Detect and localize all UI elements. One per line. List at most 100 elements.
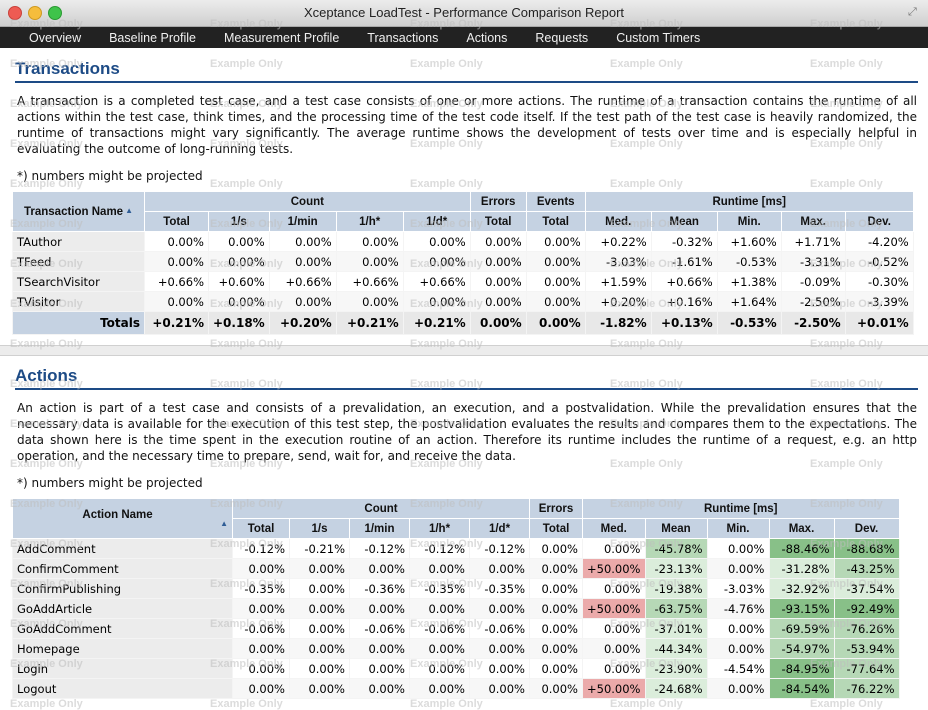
column-header[interactable]: Med. [582,518,646,539]
close-window-button[interactable] [8,6,22,20]
table-cell: -0.06% [409,618,470,639]
nav-transactions[interactable]: Transactions [367,30,439,45]
row-name[interactable]: Logout [12,678,233,699]
column-header[interactable]: Min. [716,211,782,232]
column-header[interactable]: 1/min [349,518,410,539]
column-header[interactable]: Total [469,211,527,232]
row-name[interactable]: GoAddArticle [12,598,233,619]
table-cell: +50.00% [582,678,646,699]
column-header[interactable]: 1/s [289,518,350,539]
minimize-window-button[interactable] [28,6,42,20]
table-cell: 0.00% [529,598,583,619]
report-nav: Overview Baseline Profile Measurement Prof… [0,27,928,48]
table-cell: -92.49% [833,598,900,619]
table-cell: 0.00% [232,658,290,679]
row-name[interactable]: Login [12,658,233,679]
table-cell: 0.00% [525,291,586,312]
table-cell: -0.53% [716,251,782,272]
table-row: TAuthor 0.00% 0.00% 0.00% 0.00% 0.00% 0.00% 0.0… [12,231,914,252]
zoom-window-button[interactable] [48,6,62,20]
table-cell: -31.28% [768,558,835,579]
column-header[interactable]: Mean [650,211,718,232]
table-cell: 0.00% [469,658,530,679]
row-name[interactable]: GoAddComment [12,618,233,639]
row-name[interactable]: AddComment [12,538,233,559]
table-cell: 0.00% [349,658,410,679]
row-name[interactable]: Homepage [12,638,233,659]
totals-cell: 0.00% [525,311,586,335]
row-name[interactable]: ConfirmComment [12,558,233,579]
fullscreen-icon[interactable]: ⤢ [908,5,917,18]
table-cell: +1.60% [716,231,782,252]
row-name[interactable]: TFeed [12,251,145,272]
table-cell: 0.00% [268,291,337,312]
row-name[interactable]: TVisitor [12,291,145,312]
totals-cell: 0.00% [469,311,527,335]
row-name[interactable]: TSearchVisitor [12,271,145,292]
table-cell: 0.00% [469,678,530,699]
column-header[interactable]: Total [525,211,586,232]
column-header[interactable]: Med. [584,211,652,232]
column-header[interactable]: Dev. [844,211,914,232]
table-cell: 0.00% [144,291,209,312]
column-header[interactable]: 1/d* [469,518,530,539]
table-cell: 0.00% [469,558,530,579]
table-cell: -0.52% [844,251,914,272]
table-cell: 0.00% [402,231,471,252]
table-cell: -3.03% [706,578,770,599]
row-name[interactable]: TAuthor [12,231,145,252]
table-cell: 0.00% [349,558,410,579]
totals-cell: +0.21% [144,311,209,335]
table-cell: -3.03% [584,251,652,272]
table-cell: -0.32% [650,231,718,252]
column-header[interactable]: Total [529,518,583,539]
table-cell: 0.00% [469,291,527,312]
column-header[interactable]: 1/h* [409,518,470,539]
column-header[interactable]: 1/d* [402,211,471,232]
table-cell: -2.50% [780,291,846,312]
table-cell: -44.34% [644,638,708,659]
table-cell: 0.00% [706,538,770,559]
table-cell: 0.00% [289,558,350,579]
nav-custom-timers[interactable]: Custom Timers [616,30,701,45]
transactions-section: Transactions A transaction is a complete… [0,59,928,335]
nav-measurement-profile[interactable]: Measurement Profile [223,30,340,45]
table-row: GoAddComment -0.06% 0.00% -0.06% -0.06% -0.06… [12,618,900,639]
nav-actions[interactable]: Actions [466,30,508,45]
column-header[interactable]: Min. [706,518,770,539]
column-header[interactable]: Dev. [833,518,900,539]
table-cell: 0.00% [469,638,530,659]
column-header[interactable]: 1/h* [335,211,404,232]
transaction-name-header[interactable]: Transaction Name ▲ [12,191,145,232]
table-row: TFeed 0.00% 0.00% 0.00% 0.00% 0.00% 0.00% 0.00%… [12,251,914,272]
table-cell: +50.00% [582,598,646,619]
table-cell: 0.00% [232,598,290,619]
actions-section: Actions An action is part of a test case… [0,366,928,699]
table-cell: +1.64% [716,291,782,312]
row-name[interactable]: ConfirmPublishing [12,578,233,599]
column-header[interactable]: Max. [768,518,835,539]
transactions-note: *) numbers might be projected [17,169,203,183]
table-cell: 0.00% [289,618,350,639]
table-cell: -0.35% [469,578,530,599]
column-header[interactable]: Total [144,211,209,232]
table-cell: +0.66% [650,271,718,292]
totals-cell: -1.82% [584,311,652,335]
column-header[interactable]: 1/min [268,211,337,232]
column-header[interactable]: Max. [780,211,846,232]
column-header[interactable]: 1/s [208,211,270,232]
action-name-header[interactable]: Action Name ▲ [12,498,233,539]
nav-baseline-profile[interactable]: Baseline Profile [109,30,196,45]
column-header[interactable]: Total [232,518,290,539]
table-cell: -88.68% [833,538,900,559]
table-cell: -63.75% [644,598,708,619]
table-cell: 0.00% [525,271,586,292]
table-cell: -4.54% [706,658,770,679]
table-cell: +0.66% [144,271,209,292]
events-group-header: Events [525,191,586,212]
nav-requests[interactable]: Requests [535,30,589,45]
column-header[interactable]: Mean [644,518,708,539]
table-cell: -77.64% [833,658,900,679]
table-cell: 0.00% [706,678,770,699]
nav-overview[interactable]: Overview [29,30,82,45]
